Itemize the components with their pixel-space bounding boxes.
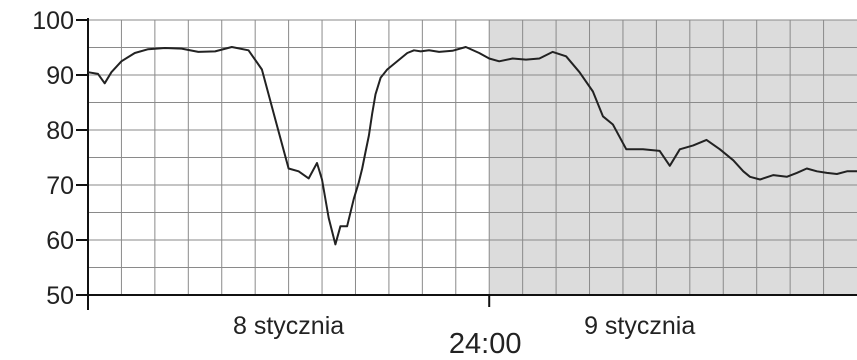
y-tick-label: 90 [46,62,74,90]
y-tick-label: 100 [32,7,74,35]
y-tick-label: 80 [46,117,74,145]
labels-layer: 8 stycznia 9 stycznia 24:00 [233,312,695,360]
y-tick-label: 70 [46,172,74,200]
series-layer [87,46,857,246]
day-label-9-stycznia: 9 stycznia [584,312,695,340]
y-tick-label: 50 [46,282,74,310]
y-tick-label: 60 [46,227,74,255]
grid-layer [88,19,857,295]
day-label-8-stycznia: 8 stycznia [233,312,344,340]
series-line-0 [87,46,857,246]
midnight-label: 24:00 [449,328,522,360]
axes-layer: 50 60 70 80 90 100 [32,7,857,310]
